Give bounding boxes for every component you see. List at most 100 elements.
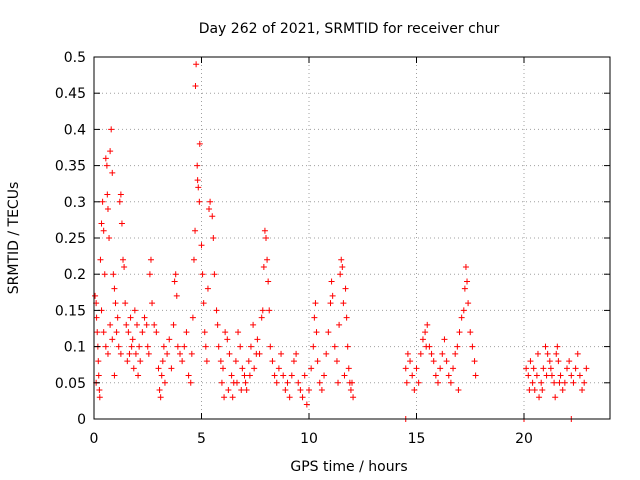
- data-point: [266, 307, 273, 314]
- data-point: [432, 372, 439, 379]
- data-point: [107, 148, 114, 155]
- data-point: [96, 387, 103, 394]
- data-point: [321, 372, 328, 379]
- data-point: [104, 350, 111, 357]
- data-point: [543, 372, 550, 379]
- data-point: [121, 263, 128, 270]
- y-tick-label: 0.5: [64, 50, 86, 66]
- data-point: [303, 401, 310, 408]
- data-point: [559, 387, 566, 394]
- data-point: [201, 329, 208, 336]
- data-point: [177, 350, 183, 357]
- data-point: [202, 343, 209, 350]
- data-point: [271, 372, 278, 379]
- data-point: [96, 394, 103, 401]
- data-point: [246, 372, 253, 379]
- data-point: [194, 162, 201, 169]
- data-point: [345, 365, 352, 372]
- data-point: [583, 365, 590, 372]
- data-point: [323, 350, 330, 357]
- plot-frame: [93, 56, 611, 420]
- data-point: [136, 343, 143, 350]
- data-point: [572, 365, 579, 372]
- data-point: [552, 394, 559, 401]
- data-point: [338, 256, 345, 263]
- data-point: [210, 235, 217, 241]
- y-tick-label: 0.4: [64, 122, 86, 138]
- data-point: [207, 198, 214, 205]
- data-point: [265, 278, 272, 285]
- data-point: [564, 365, 570, 372]
- data-point: [306, 387, 312, 394]
- grid-lines: [94, 57, 610, 419]
- data-point: [101, 271, 108, 278]
- data-point: [347, 387, 354, 394]
- data-point: [570, 379, 577, 386]
- data-point: [579, 387, 586, 394]
- data-point: [125, 329, 132, 336]
- data-point: [280, 372, 287, 379]
- data-point: [533, 372, 540, 379]
- data-point: [540, 365, 547, 372]
- data-point: [170, 321, 177, 328]
- data-point: [130, 365, 137, 372]
- data-point: [100, 329, 107, 336]
- data-point: [112, 300, 119, 307]
- data-point: [256, 350, 263, 357]
- data-point: [245, 358, 252, 365]
- data-point: [198, 242, 205, 249]
- data-point: [311, 314, 318, 321]
- data-point: [126, 350, 133, 357]
- data-point: [465, 300, 472, 307]
- data-point: [203, 358, 210, 365]
- data-point: [443, 358, 450, 365]
- data-point: [155, 365, 162, 372]
- data-point: [113, 329, 120, 336]
- data-point: [411, 387, 418, 394]
- data-point: [546, 358, 553, 365]
- data-point: [247, 343, 254, 350]
- data-point: [439, 350, 446, 357]
- data-point: [95, 372, 102, 379]
- data-point: [143, 321, 150, 328]
- data-point: [273, 379, 280, 386]
- data-point: [328, 278, 335, 285]
- data-point: [196, 198, 203, 205]
- data-point: [224, 336, 231, 343]
- data-point: [92, 292, 99, 299]
- y-tick-label: 0.1: [64, 340, 86, 356]
- data-point: [415, 379, 422, 386]
- data-point: [450, 365, 457, 372]
- data-point: [344, 343, 351, 350]
- data-point: [146, 271, 153, 278]
- y-axis-label: SRMTID / TECUs: [6, 182, 22, 295]
- data-point: [464, 278, 471, 285]
- data-point: [523, 365, 530, 372]
- data-points: [92, 61, 590, 422]
- data-point: [325, 329, 332, 336]
- data-point: [539, 387, 546, 394]
- data-point: [172, 271, 179, 278]
- data-point: [250, 321, 257, 328]
- data-point: [409, 372, 416, 379]
- data-point: [455, 387, 462, 394]
- data-point: [228, 372, 235, 379]
- data-point: [185, 372, 192, 379]
- data-point: [173, 292, 180, 299]
- data-point: [301, 372, 308, 379]
- data-point: [109, 336, 116, 343]
- data-point: [200, 300, 207, 307]
- data-point: [417, 350, 424, 357]
- data-point: [333, 358, 340, 365]
- x-tick-label: 10: [300, 431, 318, 447]
- data-point: [437, 365, 444, 372]
- data-point: [435, 379, 441, 386]
- data-point: [566, 358, 573, 365]
- y-tick-label: 0.35: [55, 159, 86, 175]
- data-point: [553, 350, 560, 357]
- data-point: [340, 300, 347, 307]
- data-point: [557, 372, 564, 379]
- data-point: [195, 184, 202, 191]
- data-point: [131, 307, 138, 314]
- data-point: [404, 350, 411, 357]
